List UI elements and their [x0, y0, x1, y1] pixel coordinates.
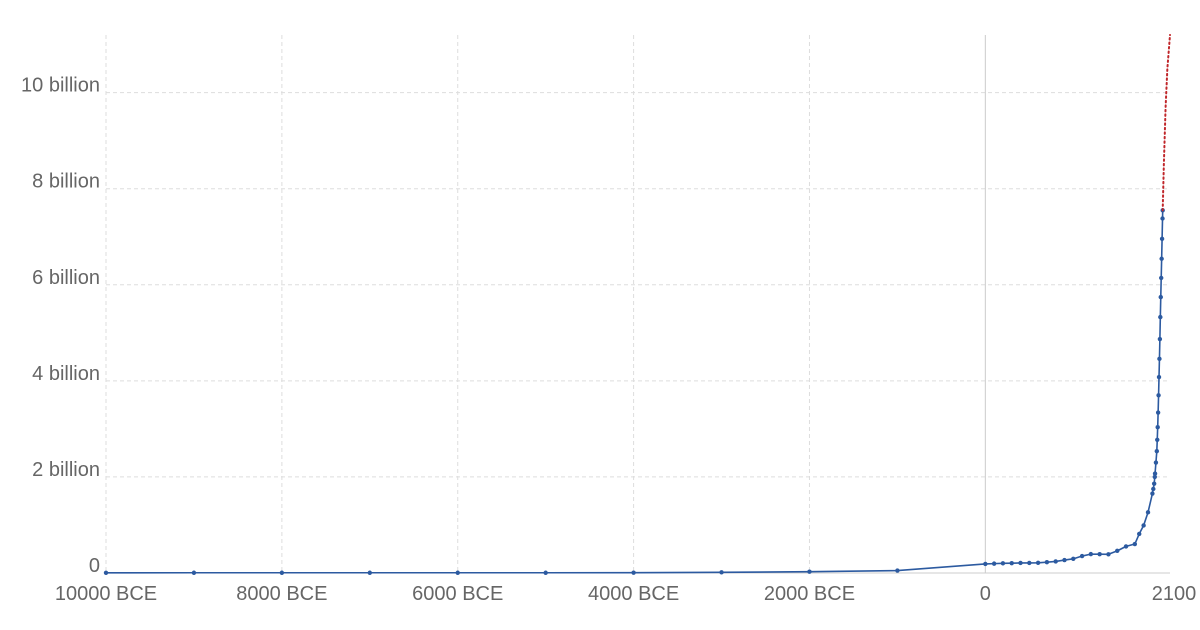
data-point — [543, 570, 548, 575]
grid-layer — [105, 35, 1170, 573]
data-point — [1152, 471, 1158, 476]
y-tick-label: 6 billion — [32, 267, 100, 289]
series-layer — [103, 34, 1171, 576]
data-point — [1155, 410, 1161, 415]
data-point — [719, 570, 724, 575]
data-point — [991, 561, 997, 566]
data-point — [1123, 544, 1129, 549]
data-point — [1154, 448, 1160, 454]
x-tick-label: 2100 — [1152, 583, 1197, 605]
x-tick-label: 0 — [980, 583, 991, 605]
data-point — [1035, 560, 1041, 565]
x-tick-label: 6000 BCE — [412, 583, 503, 605]
data-point — [103, 570, 109, 576]
data-point — [1152, 474, 1157, 480]
x-tick-label: 4000 BCE — [588, 583, 679, 605]
data-point — [1079, 553, 1085, 559]
data-point — [1151, 481, 1157, 486]
data-point — [1155, 425, 1160, 430]
y-tick-label: 2 billion — [32, 459, 100, 481]
data-point — [631, 570, 636, 575]
data-point — [1044, 559, 1050, 565]
data-point — [895, 568, 900, 573]
data-point — [1159, 275, 1164, 281]
data-point — [1137, 531, 1142, 537]
x-tick-label: 2000 BCE — [764, 583, 855, 605]
data-point — [1157, 356, 1162, 362]
data-point — [1157, 336, 1163, 342]
tick-labels: 0 2 billion 4 billion 6 billion 8 billion 10 … — [21, 75, 1196, 605]
data-point — [983, 561, 988, 567]
data-point — [1150, 491, 1155, 496]
data-point — [1141, 523, 1146, 528]
data-point — [1062, 557, 1067, 563]
data-point — [1071, 556, 1076, 562]
data-point — [1156, 374, 1162, 380]
data-point — [1145, 510, 1151, 515]
data-point — [1009, 560, 1014, 566]
data-point — [1155, 437, 1160, 442]
projection-line — [1161, 34, 1171, 212]
data-point — [1088, 551, 1094, 557]
data-point — [1027, 560, 1032, 566]
data-point — [1053, 559, 1058, 564]
data-point — [1159, 236, 1165, 242]
data-point — [1153, 460, 1159, 465]
y-tick-label: 4 billion — [32, 363, 100, 385]
data-point — [279, 570, 285, 575]
data-point — [1106, 552, 1111, 557]
x-tick-label: 10000 BCE — [55, 583, 157, 605]
data-point — [1151, 486, 1156, 492]
data-point — [1158, 294, 1163, 300]
data-point — [1018, 560, 1023, 566]
data-point — [807, 569, 812, 574]
y-tick-label: 8 billion — [32, 171, 100, 193]
x-tick-label: 8000 BCE — [236, 583, 327, 605]
data-point — [1156, 393, 1161, 398]
data-point — [1159, 256, 1164, 261]
data-point — [367, 570, 373, 575]
data-point — [1158, 314, 1163, 320]
y-tick-label: 10 billion — [21, 75, 100, 97]
y-tick-label: 0 — [89, 555, 100, 577]
data-point — [1115, 548, 1120, 554]
data-point — [455, 570, 460, 575]
data-point — [1132, 541, 1138, 547]
data-point — [1097, 551, 1102, 557]
data-point — [1160, 216, 1165, 221]
data-point — [191, 570, 197, 575]
data-point — [1000, 561, 1006, 566]
population-line — [105, 209, 1164, 574]
